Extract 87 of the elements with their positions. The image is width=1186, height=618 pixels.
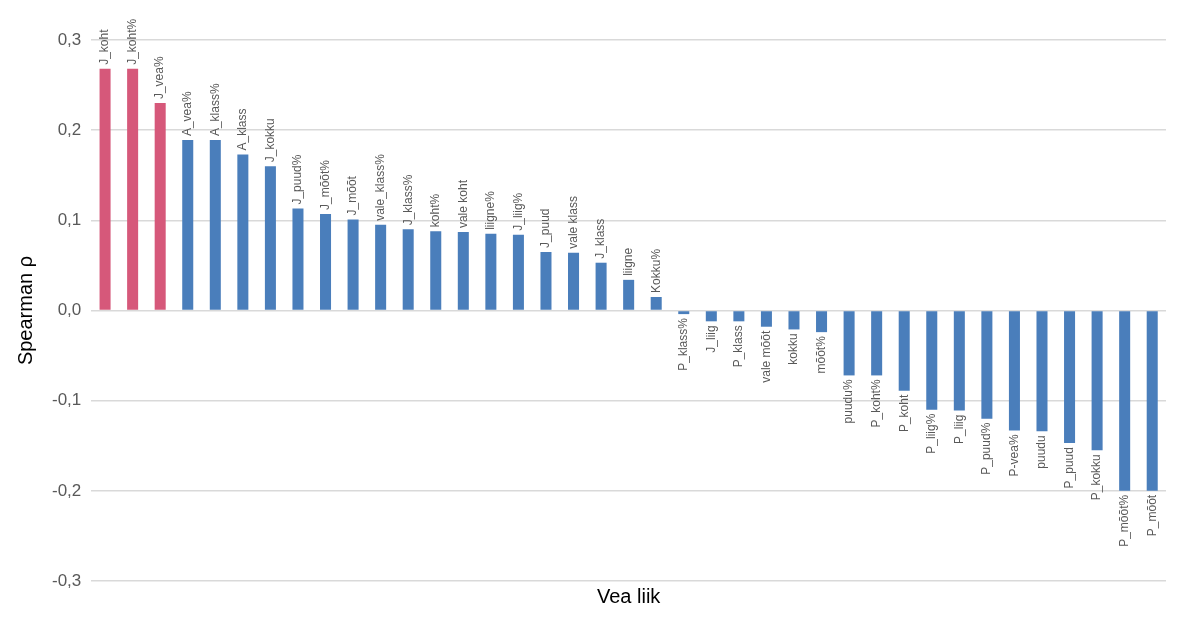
bar [1064, 311, 1076, 444]
bar [320, 214, 332, 310]
bar [292, 208, 304, 310]
x-tick-label: mõõt% [813, 335, 828, 374]
x-tick-label: puudu% [841, 379, 856, 424]
bar [568, 252, 580, 310]
bar [127, 68, 139, 310]
y-tick-label: -0,2 [52, 480, 82, 500]
bar [1119, 311, 1131, 491]
x-tick-label: J_liig [703, 325, 718, 353]
y-tick-label: 0,2 [57, 119, 82, 139]
x-tick-label: P_mõõt% [1116, 494, 1131, 547]
y-tick-label: -0,3 [52, 570, 82, 590]
y-tick-label: 0,1 [57, 210, 82, 230]
x-tick-label: koht% [428, 193, 443, 228]
bar [650, 296, 662, 310]
x-tick-label: J_koht [97, 28, 112, 65]
bar [347, 219, 359, 310]
x-tick-label: kokku [786, 333, 801, 365]
x-tick-label: A_klass% [207, 83, 222, 137]
y-tick-label: -0,1 [52, 390, 82, 410]
bar [209, 140, 221, 310]
x-tick-label: J_kokku [262, 118, 277, 163]
bar [430, 231, 442, 310]
bar [154, 103, 166, 310]
bar [182, 140, 194, 310]
bar [1091, 311, 1103, 451]
y-tick-label: 0,3 [57, 29, 82, 49]
bar [898, 311, 910, 391]
bar [733, 311, 745, 322]
bar [375, 224, 387, 310]
x-tick-label: J_klass% [400, 174, 415, 226]
bar [264, 166, 276, 310]
x-axis-title: Vea liik [596, 584, 662, 607]
x-tick-label: J_mõõt% [317, 159, 332, 211]
x-tick-label: J_mõõt [345, 175, 360, 216]
x-tick-label: liigne [620, 247, 635, 276]
x-tick-label: J_koht% [124, 18, 139, 65]
x-tick-label: P_puud [1061, 447, 1076, 489]
x-tick-label: liigne% [483, 190, 498, 230]
x-tick-label: vale klass [565, 196, 580, 249]
y-axis-title: Spearman ρ [13, 255, 36, 366]
x-tick-label: P_puud% [979, 422, 994, 475]
bar [788, 311, 800, 330]
bar [1146, 311, 1158, 491]
x-tick-label: P-vea% [1006, 434, 1021, 477]
bar [485, 233, 497, 310]
x-tick-label: J_liig% [510, 192, 525, 231]
x-tick-label: vale mõõt [758, 330, 773, 383]
bar [237, 154, 249, 310]
x-tick-label: puudu [1034, 435, 1049, 469]
bar [623, 279, 635, 310]
bar [953, 311, 965, 411]
bar [402, 229, 414, 310]
bar [1036, 311, 1048, 432]
x-tick-label: A_klass [235, 108, 250, 151]
bar [512, 234, 524, 310]
x-tick-label: P_liig [951, 414, 966, 444]
bar [843, 311, 855, 376]
x-tick-label: P_koht% [868, 379, 883, 428]
x-tick-label: J_puud [538, 208, 553, 248]
x-tick-label: P_kokku [1089, 454, 1104, 501]
x-tick-label: P_mõõt [1144, 494, 1159, 537]
x-tick-label: A_vea% [180, 91, 195, 137]
x-tick-label: J_puud% [290, 154, 305, 205]
bar [816, 311, 828, 333]
bar [871, 311, 883, 376]
x-tick-label: P_liig% [924, 413, 939, 454]
x-tick-label: vale koht [455, 179, 470, 229]
bar [705, 311, 717, 322]
x-tick-label: P_klass% [676, 317, 691, 371]
bar [760, 311, 772, 327]
x-tick-label: J_klass [593, 218, 608, 259]
bar [99, 68, 111, 310]
bar [595, 262, 607, 310]
x-tick-label: P_klass [731, 325, 746, 368]
x-tick-label: vale_klass% [372, 153, 387, 221]
bar [981, 311, 993, 419]
x-tick-label: P_koht [896, 394, 911, 433]
x-tick-label: J_vea% [152, 56, 167, 100]
bar [1008, 311, 1020, 431]
y-tick-label: 0,0 [57, 300, 82, 320]
bar [926, 311, 938, 410]
bar [457, 232, 469, 310]
bar [678, 311, 690, 315]
x-tick-label: Kokku% [648, 248, 663, 293]
bar [540, 251, 552, 310]
